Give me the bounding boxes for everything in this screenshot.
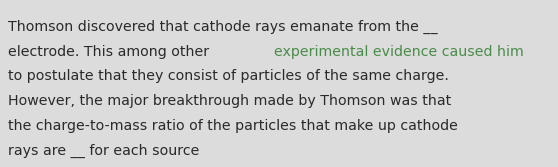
Text: experimental evidence caused him: experimental evidence caused him xyxy=(273,45,523,59)
Text: to postulate that they consist of particles of the same charge.: to postulate that they consist of partic… xyxy=(8,69,449,84)
Text: the charge-to-mass ratio of the particles that make up cathode: the charge-to-mass ratio of the particle… xyxy=(8,119,458,133)
Text: However, the major breakthrough made by Thomson was that: However, the major breakthrough made by … xyxy=(8,94,451,108)
Text: electrode. This among other: electrode. This among other xyxy=(8,45,214,59)
Text: rays are __ for each source: rays are __ for each source xyxy=(8,144,200,158)
Text: Thomson discovered that cathode rays emanate from the __: Thomson discovered that cathode rays ema… xyxy=(8,20,438,34)
